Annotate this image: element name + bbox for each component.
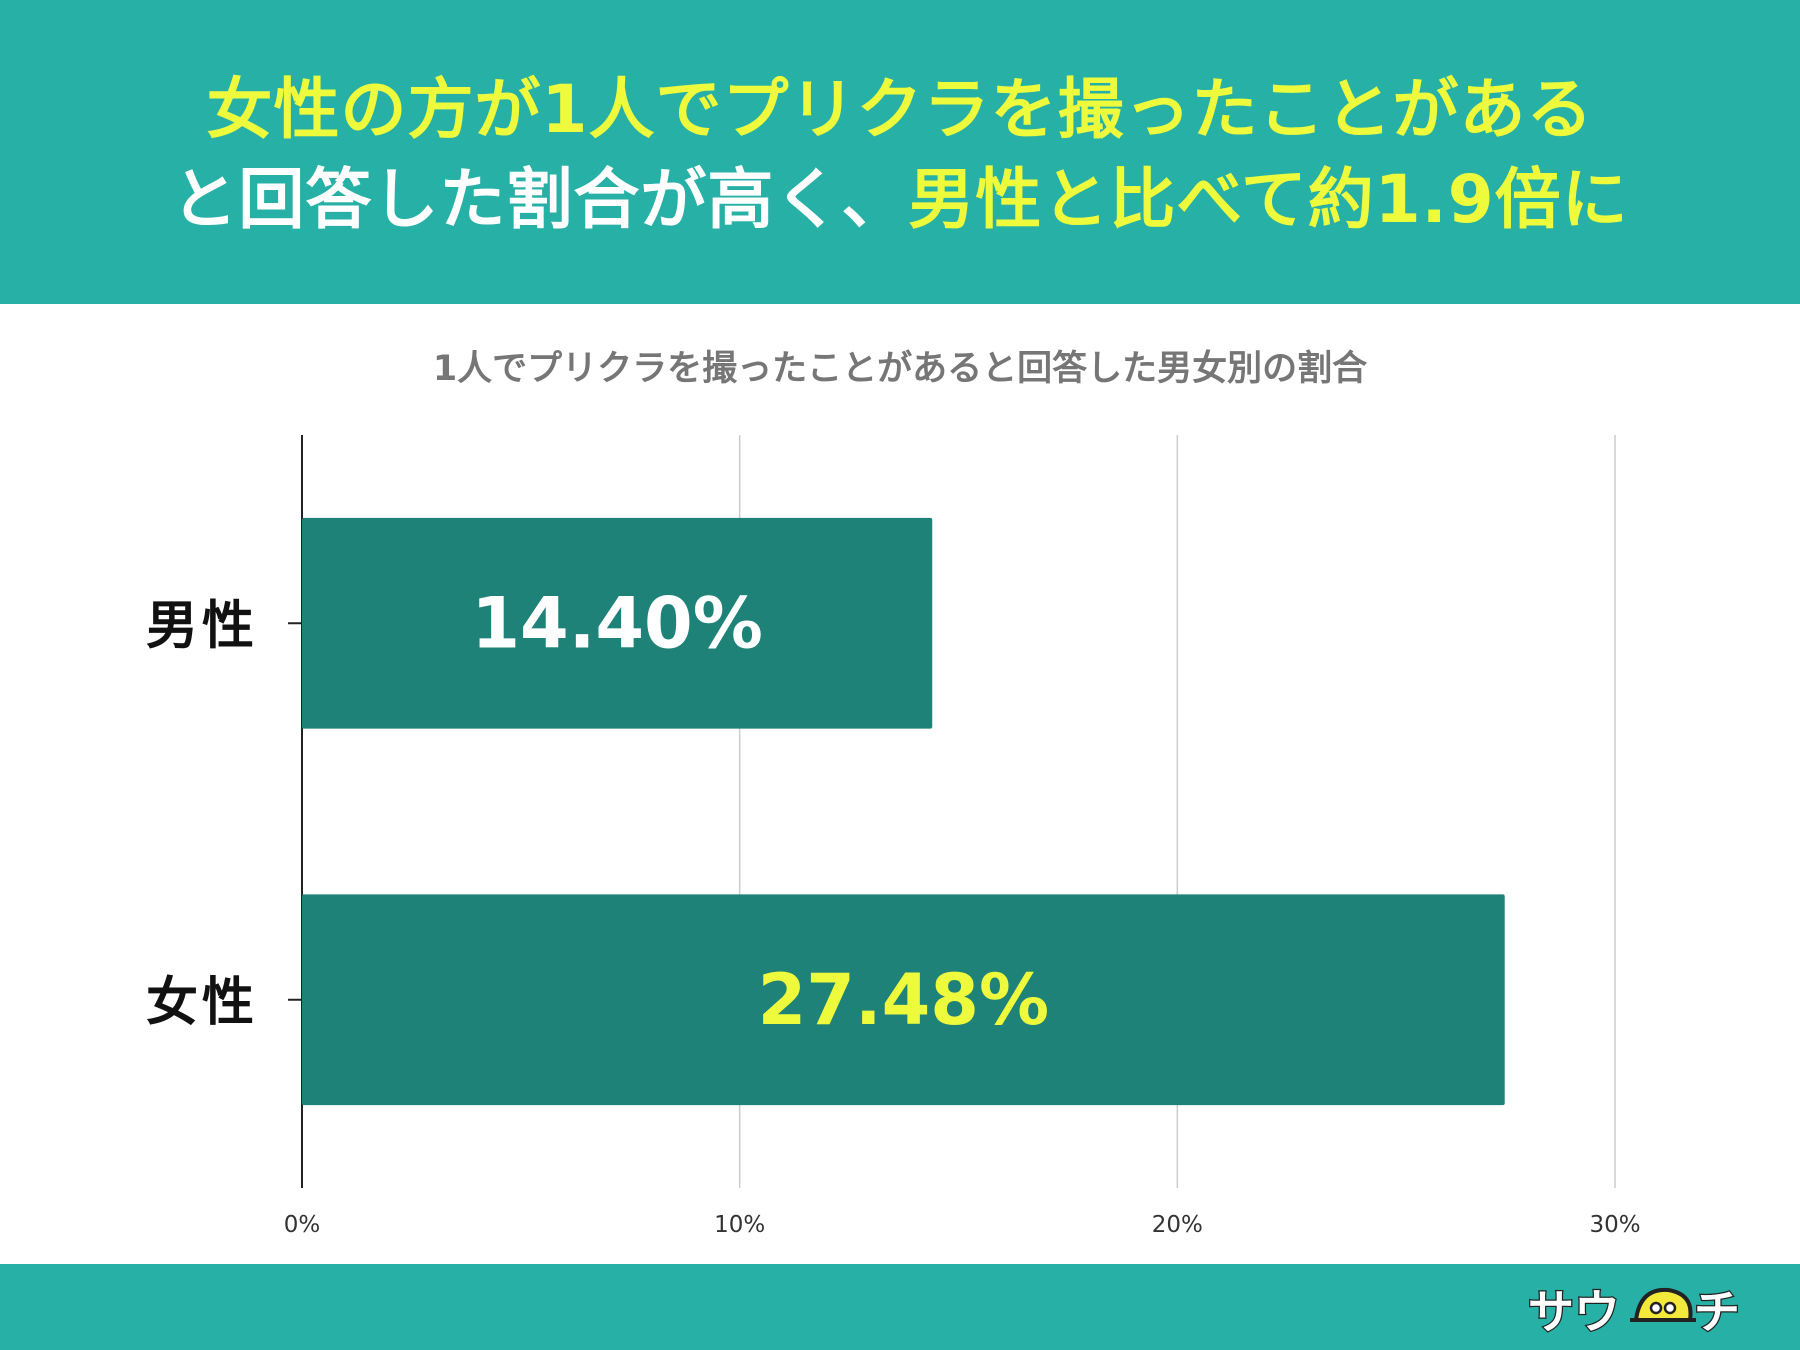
bar-female	[302, 894, 1505, 1106]
bar-chart: 0% 10% 20% 30% 男性 14.40% 女性 27.48%	[146, 435, 1641, 1238]
x-tick-label: 10%	[714, 1212, 765, 1238]
brand-logo: サウ チ	[1527, 1284, 1742, 1341]
headline-line-2-yellow: 男性と比べて約1.9倍に	[908, 161, 1629, 238]
header-banner: 女性の方が1人でプリクラを撮ったことがある と回答した割合が高く、男性と比べて約…	[0, 0, 1800, 304]
y-category-label: 男性	[146, 596, 258, 656]
headline-line-2: と回答した割合が高く、男性と比べて約1.9倍に	[0, 160, 1800, 240]
data-label: 27.48%	[758, 959, 1050, 1041]
data-label: 14.40%	[471, 582, 763, 664]
logo-icon	[1630, 1287, 1696, 1322]
headline-line-1: 女性の方が1人でプリクラを撮ったことがある	[206, 71, 1594, 148]
bar-male	[302, 517, 933, 729]
x-tick-label: 0%	[284, 1212, 321, 1238]
x-tick-label: 20%	[1152, 1212, 1203, 1238]
headline-line-2-white: と回答した割合が高く、	[171, 161, 909, 238]
logo-text-right: チ	[1694, 1285, 1740, 1339]
x-tick-label: 30%	[1589, 1212, 1640, 1238]
chart-title: 1人でプリクラを撮ったことがあると回答した男女別の割合	[432, 349, 1368, 389]
logo-text-left: サウ	[1528, 1285, 1620, 1339]
footer-banner	[0, 1264, 1800, 1350]
y-category-label: 女性	[146, 973, 258, 1033]
